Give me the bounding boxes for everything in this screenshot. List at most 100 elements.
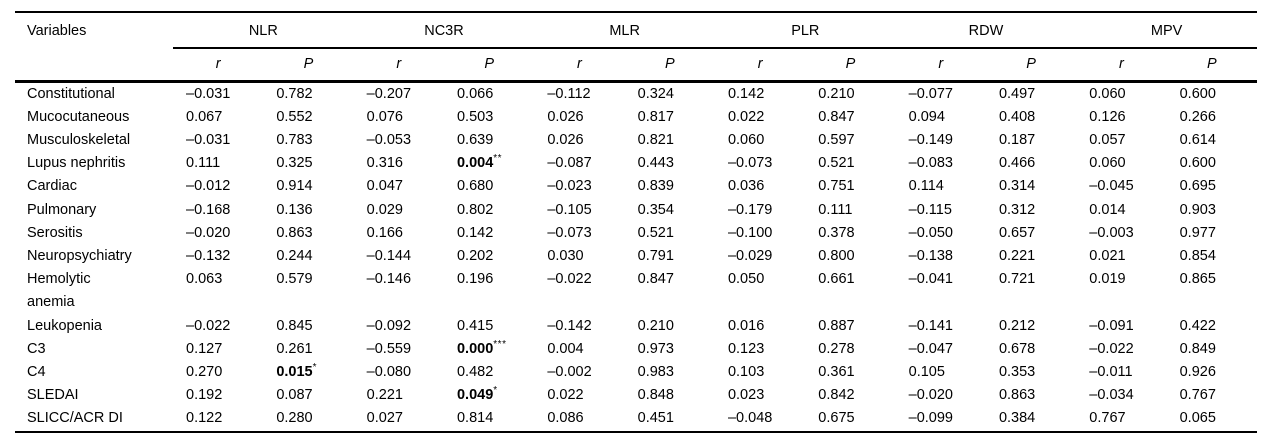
cell: 0.063 — [186, 271, 223, 288]
cell: 0.280 — [276, 410, 313, 427]
cell: –0.080 — [366, 363, 412, 380]
subheader-r-rdw: r — [895, 48, 986, 83]
cell: 0.060 — [727, 131, 765, 148]
cell: –0.179 — [727, 201, 773, 218]
cell: 0.187 — [998, 131, 1036, 148]
subheader-r-mpv: r — [1076, 48, 1167, 83]
cell: 0.029 — [366, 201, 403, 218]
cell: 0.004** — [444, 152, 534, 175]
cell: 0.680 — [456, 178, 494, 195]
cell: 0.036 — [727, 178, 765, 195]
subheader-r-plr: r — [714, 48, 806, 83]
cell: 0.847 — [637, 271, 674, 288]
table-row: Mucocutaneous 0.067 0.552 0.076 0.503 0.026 0.… — [15, 106, 1257, 129]
cell: 0.422 — [1179, 317, 1216, 334]
cell: 0.482 — [456, 363, 494, 380]
cell: –0.023 — [547, 178, 592, 195]
cell: –0.022 — [547, 271, 592, 288]
table-row: Cardiac –0.012 0.914 0.047 0.680 –0.023 0.839 0… — [15, 175, 1257, 198]
cell: –0.031 — [186, 85, 231, 102]
cell: 0.661 — [818, 271, 855, 288]
variables-column-header: Variables — [15, 12, 173, 83]
cell: 0.210 — [637, 317, 674, 334]
cell: 0.192 — [186, 387, 223, 404]
cell: 0.105 — [908, 363, 945, 380]
cell: 0.849 — [1179, 340, 1216, 357]
cell: 0.863 — [276, 224, 313, 241]
cell: 0.842 — [818, 387, 855, 404]
cell: 0.466 — [998, 155, 1036, 172]
subheader-p-nlr: P — [263, 48, 354, 83]
subheader-p-nc3r: P — [443, 48, 535, 83]
cell: 0.579 — [276, 271, 313, 288]
cell: –0.012 — [186, 178, 231, 195]
cell: –0.011 — [1089, 363, 1133, 380]
cell: –0.020 — [186, 224, 231, 241]
cell: 0.848 — [637, 387, 674, 404]
cell: 0.657 — [998, 224, 1036, 241]
row-label: C4 — [27, 363, 46, 380]
row-label: Pulmonary — [27, 201, 97, 218]
cell: –0.087 — [547, 155, 592, 172]
cell: 0.312 — [998, 201, 1036, 218]
cell: 0.767 — [1179, 387, 1216, 404]
table-row: Serositis –0.020 0.863 0.166 0.142 –0.073 0.52… — [15, 222, 1257, 245]
significant-p-value: 0.000 — [456, 340, 494, 357]
cell: –0.031 — [186, 131, 231, 148]
cell: –0.050 — [908, 224, 953, 241]
table-row: C4 0.270 0.015* –0.080 0.482 –0.002 0.983 0.103… — [15, 361, 1257, 384]
group-header-plr: PLR — [714, 12, 896, 49]
significant-p-value: 0.015 — [276, 363, 313, 380]
cell: 0.782 — [276, 85, 313, 102]
subheader-p-rdw: P — [985, 48, 1077, 83]
cell: 0.000*** — [444, 338, 534, 361]
cell: –0.132 — [186, 247, 231, 264]
cell: –0.144 — [366, 247, 412, 264]
cell: 0.111 — [818, 201, 853, 218]
cell: 0.270 — [186, 363, 223, 380]
cell: 0.521 — [818, 155, 855, 172]
row-label: Leukopenia — [27, 317, 102, 334]
cell: 0.497 — [998, 85, 1036, 102]
group-header-mpv: MPV — [1076, 12, 1257, 49]
cell: 0.821 — [637, 131, 674, 148]
cell: 0.076 — [366, 108, 403, 125]
cell: 0.122 — [186, 410, 223, 427]
cell: 0.415 — [456, 317, 494, 334]
cell: –0.149 — [908, 131, 953, 148]
cell: –0.020 — [908, 387, 953, 404]
cell: 0.050 — [727, 271, 765, 288]
cell: 0.378 — [818, 224, 855, 241]
cell: 0.030 — [547, 247, 584, 264]
cell: 0.903 — [1179, 201, 1216, 218]
cell: 0.111 — [186, 155, 221, 172]
cell: 0.783 — [276, 131, 313, 148]
row-label: Cardiac — [27, 178, 77, 195]
cell: 0.802 — [456, 201, 494, 218]
cell: 0.060 — [1089, 85, 1126, 102]
cell: 0.142 — [727, 85, 765, 102]
significant-p-value: 0.004 — [456, 155, 494, 172]
cell: –0.073 — [547, 224, 592, 241]
significance-marker: * — [312, 362, 318, 374]
cell: 0.443 — [637, 155, 674, 172]
cell: 0.361 — [818, 363, 855, 380]
cell: 0.451 — [637, 410, 674, 427]
cell: –0.092 — [366, 317, 412, 334]
table-row: SLEDAI 0.192 0.087 0.221 0.049* 0.022 0.848 0.0… — [15, 384, 1257, 407]
cell: 0.202 — [456, 247, 494, 264]
row-label: Neuropsychiatry — [27, 247, 132, 264]
cell: –0.146 — [366, 271, 412, 288]
cell: –0.045 — [1089, 178, 1134, 195]
cell: 0.814 — [456, 410, 494, 427]
cell: –0.168 — [186, 201, 231, 218]
subheader-r-nc3r: r — [353, 48, 444, 83]
cell: –0.100 — [727, 224, 773, 241]
cell: 0.973 — [637, 340, 674, 357]
cell: 0.408 — [998, 108, 1036, 125]
group-header-row: Variables NLR NC3R MLR PLR RDW MPV — [15, 12, 1257, 83]
cell: –0.112 — [547, 85, 591, 102]
cell: 0.136 — [276, 201, 313, 218]
cell: 0.016 — [727, 317, 765, 334]
